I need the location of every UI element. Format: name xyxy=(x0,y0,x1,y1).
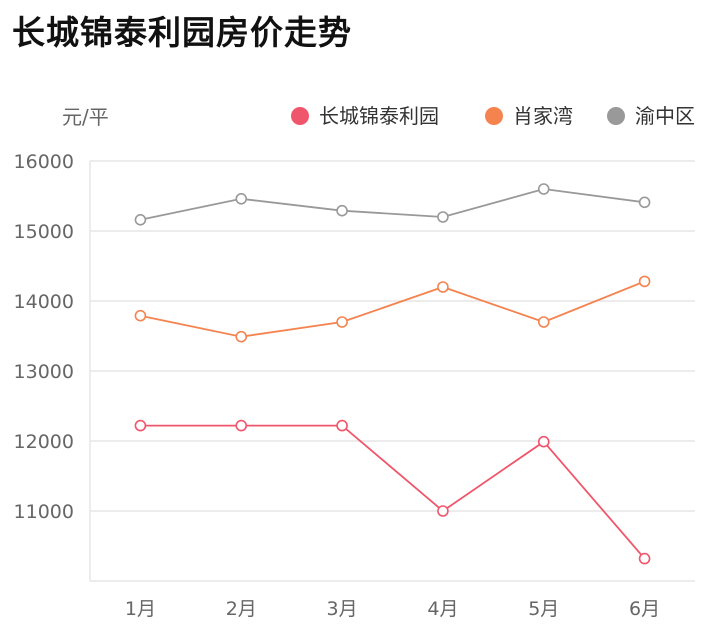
y-tick-label: 15000 xyxy=(14,221,74,243)
data-point xyxy=(537,316,550,328)
y-tick-label: 12000 xyxy=(14,431,74,453)
series-line-2 xyxy=(140,280,645,338)
data-point xyxy=(336,204,348,217)
y-tick-label: 11000 xyxy=(14,501,74,523)
legend-marker xyxy=(485,107,503,125)
data-point xyxy=(638,196,651,209)
data-point xyxy=(336,316,348,328)
series-line-1 xyxy=(140,424,646,560)
x-tick-label: 5月 xyxy=(528,598,559,620)
data-point xyxy=(134,214,147,226)
series-line-3 xyxy=(140,188,645,221)
data-point xyxy=(537,435,550,448)
y-tick-label: 16000 xyxy=(14,151,74,173)
x-tick-label: 1月 xyxy=(125,598,156,620)
data-point xyxy=(638,275,651,288)
data-point xyxy=(336,419,348,432)
data-point xyxy=(437,211,449,223)
x-tick-label: 4月 xyxy=(427,598,458,620)
chart-title: 长城锦泰利园房价走势 xyxy=(12,13,352,52)
legend-label: 长城锦泰利园 xyxy=(319,104,439,128)
legend-label: 肖家湾 xyxy=(513,104,573,128)
data-point xyxy=(437,505,449,517)
x-tick-label: 3月 xyxy=(327,598,358,620)
y-tick-label: 14000 xyxy=(14,291,74,313)
x-tick-label: 6月 xyxy=(629,598,660,620)
legend-label: 渝中区 xyxy=(635,104,695,128)
data-point xyxy=(437,281,449,293)
y-tick-label: 13000 xyxy=(14,361,74,383)
data-point xyxy=(638,552,651,565)
data-point xyxy=(537,183,550,195)
x-tick-label: 2月 xyxy=(226,598,257,620)
y-axis-unit: 元/平 xyxy=(62,105,109,129)
data-point xyxy=(235,330,248,343)
data-point xyxy=(235,193,248,205)
legend-marker xyxy=(607,107,625,125)
data-point xyxy=(235,419,248,432)
data-point xyxy=(134,309,147,322)
data-point xyxy=(134,419,147,432)
legend-marker xyxy=(291,107,309,125)
